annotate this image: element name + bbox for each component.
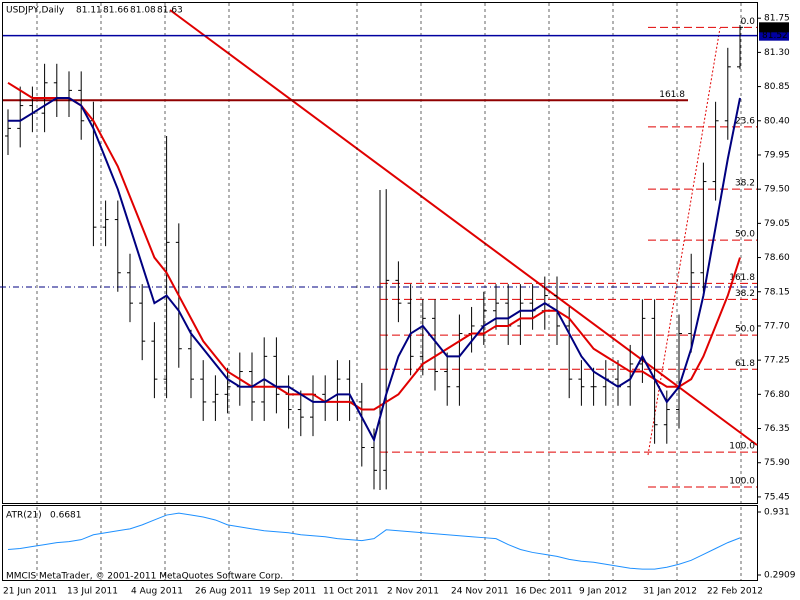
atr-tick-label: 0.931	[764, 508, 790, 518]
y-tick-label: 75.90	[764, 458, 790, 468]
x-tick-label: 11 Oct 2011	[323, 587, 379, 597]
fib-label: 100.0	[729, 477, 755, 487]
header-open: 81.11	[76, 6, 102, 16]
bid-label: 81.63	[762, 23, 788, 33]
symbol: USDJPY,Daily	[6, 6, 65, 16]
x-tick-label: 13 Jul 2011	[67, 587, 118, 597]
x-tick-label: 9 Jan 2012	[579, 587, 627, 597]
y-tick-label: 78.15	[764, 287, 790, 297]
fib-label: 38.2	[735, 289, 755, 299]
y-tick-label: 76.35	[764, 424, 790, 434]
bid-box	[759, 22, 789, 33]
x-tick-label: 4 Aug 2011	[131, 587, 183, 597]
fib-diagonal	[647, 27, 721, 456]
x-tick-label: 22 Feb 2012	[707, 587, 763, 597]
level-label: 81.52	[762, 31, 788, 41]
trend-line	[169, 9, 758, 446]
fib-label: 23.6	[735, 116, 755, 126]
y-tick-label: 78.60	[764, 253, 790, 263]
x-tick-label: 31 Jan 2012	[643, 587, 697, 597]
atr-frame	[2, 505, 758, 581]
y-tick-label: 77.70	[764, 321, 790, 331]
level-box	[759, 30, 789, 41]
fib-label: 61.8	[735, 359, 755, 369]
y-tick-label: 80.85	[764, 82, 790, 92]
x-tick-label: 21 Jun 2011	[3, 587, 57, 597]
footer: MMCIS MetaTrader, © 2001-2011 MetaQuotes…	[6, 572, 283, 582]
main-frame	[2, 2, 758, 504]
y-tick-label: 81.75	[764, 14, 790, 24]
level-label: 161.8	[659, 90, 685, 100]
fib-label: 161.8	[729, 273, 755, 283]
y-tick-label: 75.45	[764, 492, 790, 502]
x-tick-label: 24 Nov 2011	[451, 587, 509, 597]
fib-label: 50.0	[735, 325, 755, 335]
header-low: 81.08	[130, 6, 156, 16]
y-tick-label: 80.40	[764, 116, 790, 126]
ma-fast	[8, 96, 741, 443]
header-close: 81.63	[157, 6, 183, 16]
x-tick-label: 16 Dec 2011	[515, 587, 573, 597]
y-tick-label: 79.05	[764, 219, 790, 229]
atr-line	[7, 512, 741, 570]
atr-label: ATR(21)	[6, 511, 42, 521]
atr-tick-label: 0.2909	[764, 570, 796, 580]
fib-label: 0.0	[741, 17, 756, 27]
y-tick-label: 81.30	[764, 48, 790, 58]
x-tick-label: 26 Aug 2011	[195, 587, 253, 597]
x-tick-label: 19 Sep 2011	[259, 587, 316, 597]
atr-value: 0.6681	[50, 511, 82, 521]
x-tick-label: 2 Nov 2011	[387, 587, 439, 597]
y-tick-label: 77.25	[764, 356, 790, 366]
header-high: 81.66	[103, 6, 129, 16]
y-tick-label: 79.50	[764, 185, 790, 195]
fib-label: 100.0	[729, 442, 755, 452]
y-tick-label: 76.80	[764, 390, 790, 400]
fib-label: 50.0	[735, 230, 755, 240]
y-tick-label: 79.95	[764, 150, 790, 160]
ma-slow	[7, 81, 741, 411]
fib-label: 38.2	[735, 179, 755, 189]
